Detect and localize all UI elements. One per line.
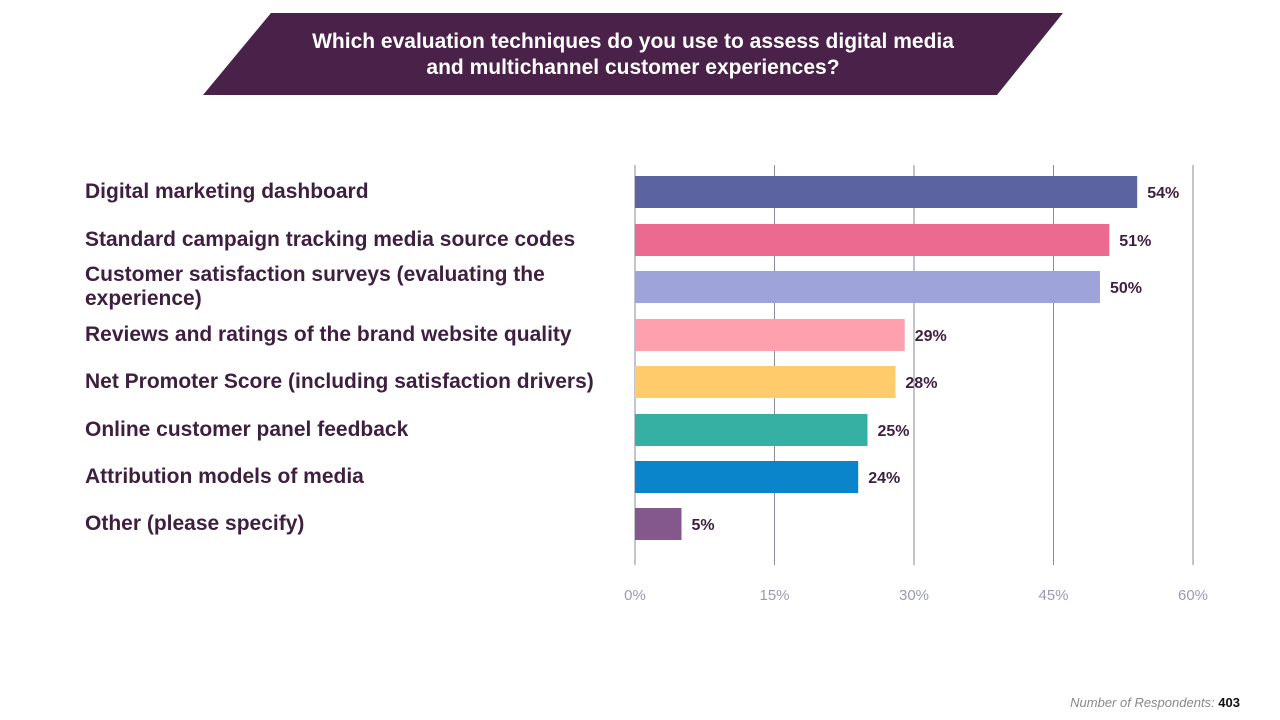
title-line-2: and multichannel customer experiences? xyxy=(426,56,840,79)
tick-label: 60% xyxy=(1178,587,1208,604)
bar xyxy=(635,414,868,446)
bar xyxy=(635,508,682,540)
chart-title: Which evaluation techniques do you use t… xyxy=(203,29,1063,81)
category-label: Digital marketing dashboard xyxy=(85,180,369,203)
bar xyxy=(635,224,1110,256)
data-label: 25% xyxy=(878,423,910,440)
data-label: 50% xyxy=(1110,280,1142,297)
category-label: Standard campaign tracking media source … xyxy=(85,228,576,251)
tick-label: 15% xyxy=(759,587,789,604)
bar xyxy=(635,176,1138,208)
category-label: Customer satisfaction surveys (evaluatin… xyxy=(85,263,545,310)
bar xyxy=(635,461,859,493)
respondents-count: 403 xyxy=(1218,695,1240,710)
data-label: 51% xyxy=(1119,233,1151,250)
respondents-label: Number of Respondents: xyxy=(1070,695,1215,710)
bar xyxy=(635,366,896,398)
data-label: 28% xyxy=(905,375,937,392)
category-label: Online customer panel feedback xyxy=(85,418,409,441)
tick-label: 30% xyxy=(899,587,929,604)
bar xyxy=(635,319,905,351)
data-label: 29% xyxy=(915,328,947,345)
tick-label: 0% xyxy=(624,587,646,604)
category-label: Reviews and ratings of the brand website… xyxy=(85,323,572,346)
category-label: Other (please specify) xyxy=(85,512,305,535)
data-label: 5% xyxy=(692,517,715,534)
tick-label: 45% xyxy=(1038,587,1068,604)
category-label: Attribution models of media xyxy=(85,465,364,488)
banner-shape xyxy=(203,13,1063,95)
respondents-note: Number of Respondents: 403 xyxy=(1070,695,1240,710)
data-label: 24% xyxy=(868,470,900,487)
title-banner: Which evaluation techniques do you use t… xyxy=(203,13,1063,95)
bar xyxy=(635,271,1100,303)
data-label: 54% xyxy=(1147,185,1179,202)
title-line-1: Which evaluation techniques do you use t… xyxy=(312,30,954,53)
category-label: Net Promoter Score (including satisfacti… xyxy=(85,370,594,393)
